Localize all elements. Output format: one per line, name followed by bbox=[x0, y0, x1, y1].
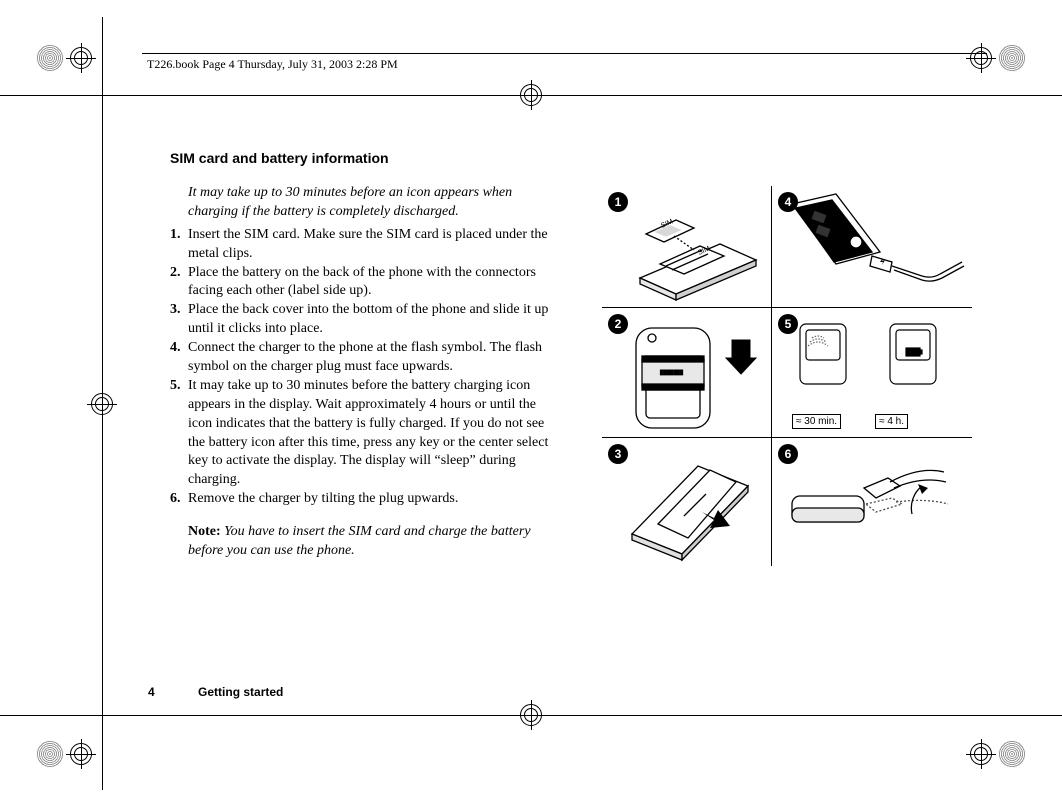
diagram-grid: 1 SIM SIM 4 bbox=[602, 186, 972, 566]
diagram-cell-3: 3 bbox=[602, 438, 772, 566]
step-item: Insert the SIM card. Make sure the SIM c… bbox=[170, 226, 552, 264]
note-text: You have to insert the SIM card and char… bbox=[188, 524, 531, 558]
diagram-number-2: 2 bbox=[608, 314, 628, 334]
diagram-cell-5: 5 ≈ 30 min. ≈ 4 h. bbox=[772, 308, 972, 438]
page-number: 4 bbox=[148, 685, 155, 699]
frame-bottom-rule bbox=[0, 715, 1062, 716]
steps-list: Insert the SIM card. Make sure the SIM c… bbox=[170, 226, 552, 509]
header-meta-text: T226.book Page 4 Thursday, July 31, 2003… bbox=[147, 57, 398, 72]
frame-left-rule bbox=[102, 17, 103, 790]
diagram-cover-slide bbox=[602, 438, 772, 566]
note-label: Note: bbox=[188, 524, 221, 539]
crop-mark-bottom-left bbox=[36, 740, 92, 768]
crop-mark-top-right bbox=[970, 44, 1026, 72]
page-footer: 4 Getting started bbox=[148, 685, 283, 699]
diagram-battery-place: ▮▮▮▮▮▮▮ bbox=[602, 308, 772, 438]
section-name: Getting started bbox=[198, 685, 283, 699]
diagram-number-1: 1 bbox=[608, 192, 628, 212]
diagram-cell-1: 1 SIM SIM bbox=[602, 186, 772, 308]
diagram-cell-6: 6 bbox=[772, 438, 972, 566]
diagram-cell-4: 4 bbox=[772, 186, 972, 308]
step-item: It may take up to 30 minutes before the … bbox=[170, 377, 552, 490]
diagram-number-3: 3 bbox=[608, 444, 628, 464]
time-label-30min: ≈ 30 min. bbox=[792, 414, 841, 429]
step-item: Place the battery on the back of the pho… bbox=[170, 264, 552, 302]
step-item: Connect the charger to the phone at the … bbox=[170, 339, 552, 377]
crop-mark-top-left bbox=[36, 44, 92, 72]
step-item: Place the back cover into the bottom of … bbox=[170, 301, 552, 339]
diagram-charger-remove bbox=[772, 438, 972, 566]
diagram-cell-2: 2 ▮▮▮▮▮▮▮ bbox=[602, 308, 772, 438]
time-label-4h: ≈ 4 h. bbox=[875, 414, 908, 429]
diagram-charger-connect bbox=[772, 186, 972, 308]
header-rule bbox=[142, 53, 987, 54]
step-item: Remove the charger by tilting the plug u… bbox=[170, 490, 552, 509]
diagram-number-6: 6 bbox=[778, 444, 798, 464]
main-content: SIM card and battery information It may … bbox=[170, 150, 552, 561]
end-note: Note: You have to insert the SIM card an… bbox=[170, 523, 552, 561]
diagram-number-4: 4 bbox=[778, 192, 798, 212]
diagram-number-5: 5 bbox=[778, 314, 798, 334]
intro-note: It may take up to 30 minutes before an i… bbox=[170, 184, 552, 222]
diagram-charging-time bbox=[772, 308, 972, 408]
svg-text:▮▮▮▮▮▮▮: ▮▮▮▮▮▮▮ bbox=[660, 370, 683, 376]
section-title: SIM card and battery information bbox=[170, 150, 552, 166]
frame-top-rule bbox=[0, 95, 1062, 96]
crop-mark-bottom-right bbox=[970, 740, 1026, 768]
